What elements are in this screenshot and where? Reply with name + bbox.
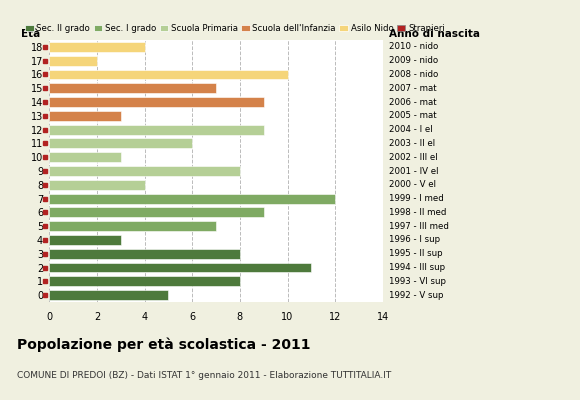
Bar [49, 83, 216, 93]
Text: 1993 - VI sup: 1993 - VI sup [390, 277, 447, 286]
Text: 1996 - I sup: 1996 - I sup [390, 236, 441, 244]
Text: 2010 - nido: 2010 - nido [390, 42, 438, 51]
Text: 2004 - I el: 2004 - I el [390, 125, 433, 134]
Bar [49, 42, 144, 52]
Bar [49, 111, 121, 121]
Bar [49, 56, 97, 66]
Bar [49, 125, 264, 134]
Bar [49, 262, 311, 272]
Text: 2006 - mat: 2006 - mat [390, 98, 437, 106]
Bar [49, 152, 121, 162]
Bar [49, 138, 192, 148]
Bar [49, 208, 264, 217]
Bar [49, 221, 216, 231]
Text: 1997 - III med: 1997 - III med [390, 222, 450, 231]
Bar [49, 194, 335, 204]
Bar [49, 70, 288, 80]
Text: 1992 - V sup: 1992 - V sup [390, 291, 444, 300]
Text: 2007 - mat: 2007 - mat [390, 84, 437, 93]
Bar [49, 235, 121, 245]
Bar [49, 97, 264, 107]
Text: 2000 - V el: 2000 - V el [390, 180, 437, 189]
Text: 1995 - II sup: 1995 - II sup [390, 249, 443, 258]
Bar [49, 180, 144, 190]
Text: Anno di nascita: Anno di nascita [390, 29, 480, 39]
Text: 2001 - IV el: 2001 - IV el [390, 166, 439, 176]
Text: 1999 - I med: 1999 - I med [390, 194, 444, 203]
Text: 2005 - mat: 2005 - mat [390, 111, 437, 120]
Text: 2003 - II el: 2003 - II el [390, 139, 436, 148]
Bar [49, 249, 240, 259]
Bar [49, 290, 168, 300]
Text: Età: Età [21, 29, 40, 39]
Bar [49, 276, 240, 286]
Text: Popolazione per età scolastica - 2011: Popolazione per età scolastica - 2011 [17, 338, 311, 352]
Text: 1994 - III sup: 1994 - III sup [390, 263, 445, 272]
Text: COMUNE DI PREDOI (BZ) - Dati ISTAT 1° gennaio 2011 - Elaborazione TUTTITALIA.IT: COMUNE DI PREDOI (BZ) - Dati ISTAT 1° ge… [17, 371, 392, 380]
Text: 2009 - nido: 2009 - nido [390, 56, 438, 65]
Bar [49, 166, 240, 176]
Text: 2008 - nido: 2008 - nido [390, 70, 438, 79]
Text: 2002 - III el: 2002 - III el [390, 153, 438, 162]
Text: 1998 - II med: 1998 - II med [390, 208, 447, 217]
Legend: Sec. II grado, Sec. I grado, Scuola Primaria, Scuola dell'Infanzia, Asilo Nido, : Sec. II grado, Sec. I grado, Scuola Prim… [26, 24, 445, 33]
